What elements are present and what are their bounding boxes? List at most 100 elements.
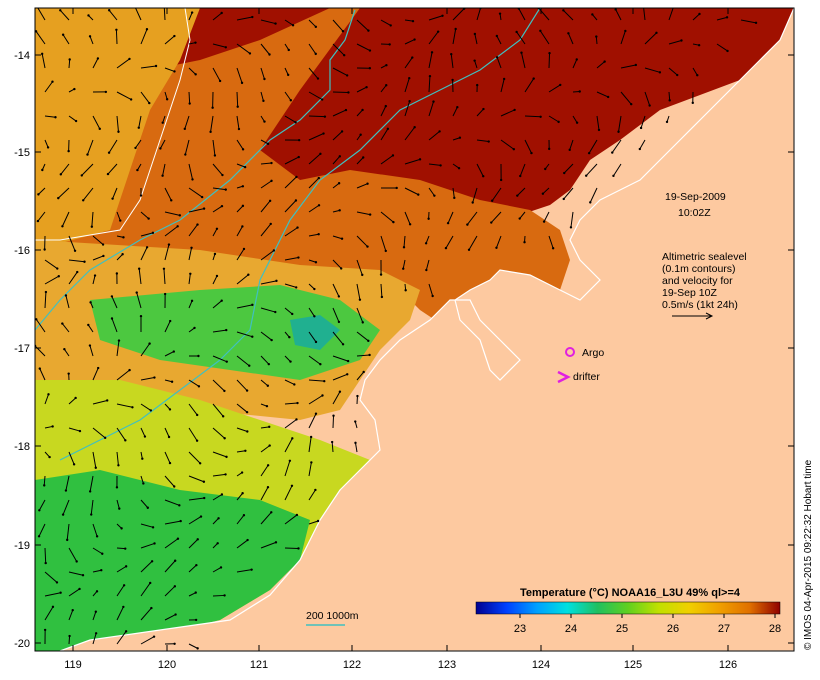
velocity-arrow-head: [80, 174, 83, 177]
velocity-arrow-head: [408, 223, 412, 226]
velocity-arrow: [188, 12, 193, 21]
velocity-arrow-head: [562, 9, 565, 12]
velocity-arrow-head: [293, 383, 296, 386]
velocity-arrow: [61, 211, 70, 227]
velocity-arrow: [332, 67, 348, 76]
velocity-arrow-head: [296, 226, 299, 229]
velocity-arrow-head: [51, 425, 54, 428]
velocity-arrow-head: [237, 127, 241, 131]
velocity-arrow-head: [289, 360, 292, 363]
velocity-arrow: [91, 211, 94, 227]
velocity-arrow-head: [532, 77, 535, 80]
velocity-arrow: [260, 445, 270, 453]
velocity-arrow-head: [297, 256, 300, 259]
velocity-arrow-head: [323, 115, 327, 118]
lon-tick-label: 123: [438, 659, 456, 671]
velocity-arrow-head: [436, 30, 440, 33]
velocity-arrow-head: [385, 64, 388, 67]
velocity-arrow: [115, 29, 118, 45]
velocity-arrow-head: [101, 243, 105, 246]
velocity-arrow-head: [342, 53, 346, 57]
velocity-arrow-head: [490, 221, 493, 224]
velocity-arrow-head: [190, 246, 193, 249]
velocity-arrow: [188, 379, 200, 387]
velocity-arrow-head: [195, 439, 199, 442]
velocity-arrow: [332, 391, 341, 405]
velocity-arrow: [332, 131, 343, 141]
velocity-arrow: [452, 28, 457, 45]
velocity-arrow: [68, 59, 71, 69]
velocity-arrow: [164, 225, 178, 237]
velocity-arrow: [308, 436, 312, 453]
velocity-arrow-head: [385, 84, 388, 87]
velocity-arrow-head: [458, 136, 462, 139]
velocity-arrow-head: [344, 108, 348, 112]
velocity-arrow: [82, 187, 94, 201]
velocity-arrow: [452, 187, 455, 198]
altimetry-note-line: 19-Sep 10Z: [662, 287, 717, 299]
velocity-arrow-head: [199, 515, 203, 518]
velocity-arrow-head: [482, 175, 485, 178]
velocity-arrow: [188, 163, 193, 180]
velocity-arrow-head: [217, 517, 220, 520]
velocity-arrow-head: [361, 108, 364, 112]
velocity-arrow: [331, 441, 334, 453]
velocity-arrow-head: [194, 41, 197, 44]
velocity-arrow: [516, 187, 526, 197]
velocity-arrow-head: [213, 252, 217, 256]
velocity-arrow-head: [220, 299, 223, 302]
velocity-arrow-head: [101, 552, 104, 555]
velocity-arrow-head: [559, 83, 562, 87]
velocity-arrow: [140, 403, 152, 411]
velocity-arrow-head: [330, 440, 334, 444]
velocity-arrow: [543, 211, 550, 222]
velocity-arrow: [356, 86, 367, 93]
velocity-arrow: [428, 101, 434, 117]
velocity-arrow: [596, 91, 609, 98]
velocity-arrow: [308, 19, 317, 28]
colorbar-ticks: 23 24 25 26 27 28: [514, 614, 781, 635]
velocity-arrow-head: [386, 127, 390, 131]
velocity-arrow: [140, 582, 151, 597]
velocity-arrow: [188, 403, 198, 416]
velocity-arrow: [236, 274, 249, 285]
velocity-arrow-head: [38, 509, 41, 512]
velocity-arrow: [116, 340, 120, 357]
velocity-arrow: [260, 511, 272, 525]
velocity-arrow: [356, 211, 371, 216]
velocity-arrow-head: [368, 67, 372, 70]
velocity-arrow: [212, 379, 225, 392]
velocity-arrow: [164, 211, 180, 216]
velocity-arrow: [308, 177, 320, 189]
velocity-arrow-head: [317, 176, 321, 180]
velocity-arrow: [308, 204, 320, 213]
velocity-arrow-head: [539, 29, 542, 33]
colorbar-title: Temperature (°C) NOAA16_L3U 49% ql>=4: [520, 587, 741, 599]
velocity-arrow-head: [612, 174, 615, 178]
velocity-arrow: [188, 497, 205, 501]
velocity-arrow: [164, 379, 173, 383]
altimetry-note-line: and velocity for: [662, 275, 733, 287]
velocity-arrow-head: [188, 102, 191, 105]
velocity-arrow: [380, 283, 383, 297]
velocity-arrow: [356, 371, 365, 381]
velocity-arrow: [188, 224, 198, 237]
velocity-arrow-head: [578, 90, 581, 93]
colorbar-tick-label: 26: [667, 623, 679, 635]
velocity-arrow-head: [266, 464, 270, 467]
velocity-arrow-head: [425, 268, 428, 272]
velocity-arrow-head: [96, 366, 100, 370]
velocity-arrow-head: [71, 608, 74, 612]
velocity-arrow: [572, 59, 578, 69]
velocity-arrow-head: [64, 489, 68, 492]
velocity-arrow-head: [173, 585, 177, 588]
velocity-arrow: [615, 9, 622, 21]
velocity-arrow-head: [137, 126, 140, 129]
velocity-arrow-head: [338, 155, 342, 158]
velocity-arrow-head: [131, 406, 134, 409]
velocity-arrow-head: [37, 193, 40, 196]
velocity-arrow: [539, 30, 550, 45]
velocity-arrow-head: [332, 414, 335, 417]
velocity-arrow-head: [726, 49, 729, 53]
velocity-arrow: [116, 58, 130, 69]
